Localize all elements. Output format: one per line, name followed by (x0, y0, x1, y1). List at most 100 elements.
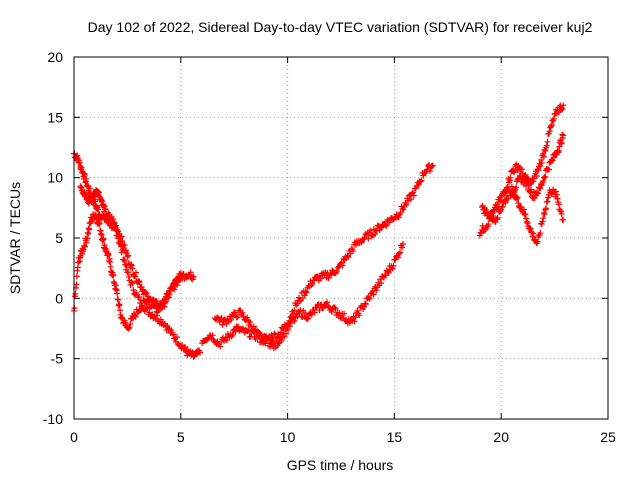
data-point (408, 196, 415, 203)
data-point (362, 301, 369, 308)
data-point (559, 106, 566, 113)
data-point (228, 316, 235, 323)
data-point (320, 305, 327, 312)
data-markers (71, 102, 567, 360)
data-point (382, 221, 389, 228)
data-point (309, 280, 316, 287)
axis-ticks: 0 5 10 15 20 25 -10 -5 0 5 10 15 20 (43, 49, 616, 445)
data-point (301, 292, 308, 299)
data-point (557, 207, 564, 214)
data-point (544, 198, 551, 205)
data-point (166, 291, 173, 298)
data-point (259, 336, 266, 343)
series-markers (71, 150, 204, 360)
data-point (373, 287, 380, 294)
data-point (304, 316, 311, 323)
data-point (244, 314, 251, 321)
data-point (365, 235, 372, 242)
data-point (371, 231, 378, 238)
data-point (129, 265, 136, 272)
data-point (522, 211, 529, 218)
data-point (127, 261, 134, 268)
data-point (138, 303, 145, 310)
data-point (526, 225, 533, 232)
data-point (533, 172, 540, 179)
data-point (296, 298, 303, 305)
data-point (530, 178, 537, 185)
data-point (115, 296, 122, 303)
data-point (514, 194, 521, 201)
data-point (350, 247, 357, 254)
data-point (231, 309, 238, 316)
data-point (79, 250, 86, 257)
data-point (507, 174, 514, 181)
data-point (511, 169, 518, 176)
data-point (128, 279, 135, 286)
data-point (518, 166, 525, 173)
data-point (356, 312, 363, 319)
data-point (119, 238, 126, 245)
data-point (490, 212, 497, 219)
data-point (280, 330, 287, 337)
data-point (126, 324, 133, 331)
data-point (247, 318, 254, 325)
x-tick-label: 20 (493, 429, 509, 445)
data-point (265, 337, 272, 344)
data-point (400, 206, 407, 213)
data-point (332, 305, 339, 312)
data-point (553, 191, 560, 198)
data-point (122, 247, 129, 254)
data-point (223, 337, 230, 344)
data-point (396, 250, 403, 257)
data-point (294, 300, 301, 307)
data-point (530, 230, 537, 237)
y-tick-label: 5 (55, 230, 63, 246)
data-point (493, 216, 500, 223)
data-point (112, 223, 119, 230)
data-point (85, 230, 92, 237)
data-point (550, 115, 557, 122)
data-point (311, 309, 318, 316)
data-point (538, 160, 545, 167)
data-point (345, 254, 352, 261)
data-point (395, 254, 402, 261)
data-point (234, 313, 241, 320)
data-point (546, 128, 553, 135)
data-point (429, 162, 436, 169)
data-point (264, 335, 271, 342)
x-tick-label: 10 (280, 429, 296, 445)
y-tick-label: -10 (43, 411, 63, 427)
data-point (84, 235, 91, 242)
x-axis-label: GPS time / hours (287, 457, 394, 473)
data-point (96, 220, 103, 227)
data-point (553, 188, 560, 195)
y-axis-label: SDTVAR / TECUs (7, 182, 23, 294)
data-point (554, 195, 561, 202)
data-point (548, 121, 555, 128)
data-point (139, 302, 146, 309)
data-point (385, 269, 392, 276)
data-point (189, 276, 196, 283)
data-point (124, 253, 131, 260)
data-point (162, 300, 169, 307)
data-point (543, 142, 550, 149)
x-tick-label: 25 (600, 429, 616, 445)
data-point (328, 308, 335, 315)
data-point (132, 313, 139, 320)
x-tick-label: 15 (387, 429, 403, 445)
data-point (145, 296, 152, 303)
data-point (303, 289, 310, 296)
data-point (390, 262, 397, 269)
data-point (239, 309, 246, 316)
data-point (397, 209, 404, 216)
data-point (145, 293, 152, 300)
data-point (337, 314, 344, 321)
data-point (240, 313, 247, 320)
data-point (76, 159, 83, 166)
data-point (105, 251, 112, 258)
series-markers (71, 211, 197, 332)
data-point (132, 269, 139, 276)
data-point (232, 328, 239, 335)
data-point (128, 262, 135, 269)
